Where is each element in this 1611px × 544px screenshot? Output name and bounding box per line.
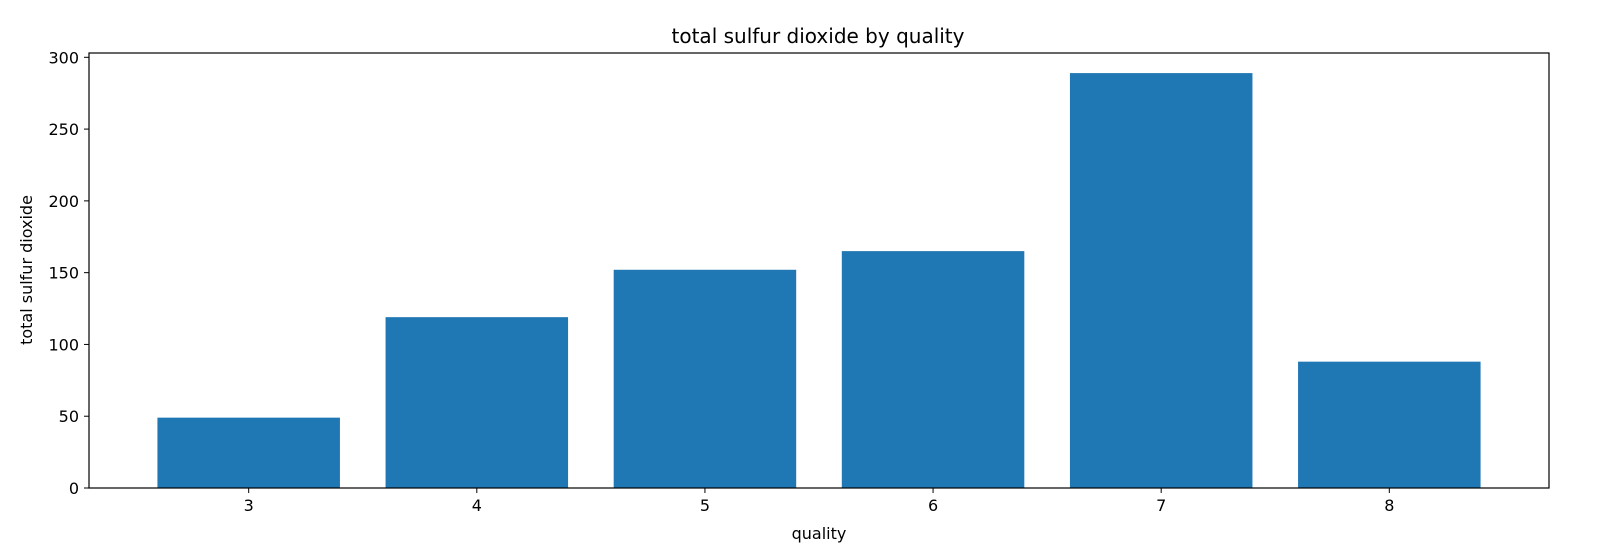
plot-frame xyxy=(88,52,1550,489)
bar-8 xyxy=(1298,361,1481,488)
y-tick-label: 300 xyxy=(48,48,79,67)
chart-title: total sulfur dioxide by quality xyxy=(672,24,965,48)
bar-3 xyxy=(157,417,340,488)
bar-7 xyxy=(1069,73,1253,488)
y-tick-label: 50 xyxy=(59,407,79,426)
bar-5 xyxy=(613,269,797,488)
y-tick-label: 100 xyxy=(48,335,79,354)
x-tick-label: 4 xyxy=(472,496,482,515)
y-tick-label: 250 xyxy=(48,120,79,139)
y-tick-label: 0 xyxy=(69,479,79,498)
x-tick-label: 3 xyxy=(244,496,254,515)
y-axis-label: total sulfur dioxide xyxy=(17,195,36,345)
x-tick-label: 6 xyxy=(928,496,938,515)
x-tick-label: 7 xyxy=(1156,496,1166,515)
x-axis-ticks: 3 4 5 6 7 8 xyxy=(244,488,1394,515)
y-axis-ticks: 0 50 100 150 200 250 300 xyxy=(48,48,89,498)
x-tick-label: 5 xyxy=(700,496,710,515)
bar-4 xyxy=(385,317,569,488)
bars-group xyxy=(157,73,1481,488)
bar-6 xyxy=(841,251,1025,488)
y-tick-label: 200 xyxy=(48,192,79,211)
y-tick-label: 150 xyxy=(48,264,79,283)
x-axis-label: quality xyxy=(792,524,847,543)
x-tick-label: 8 xyxy=(1384,496,1394,515)
